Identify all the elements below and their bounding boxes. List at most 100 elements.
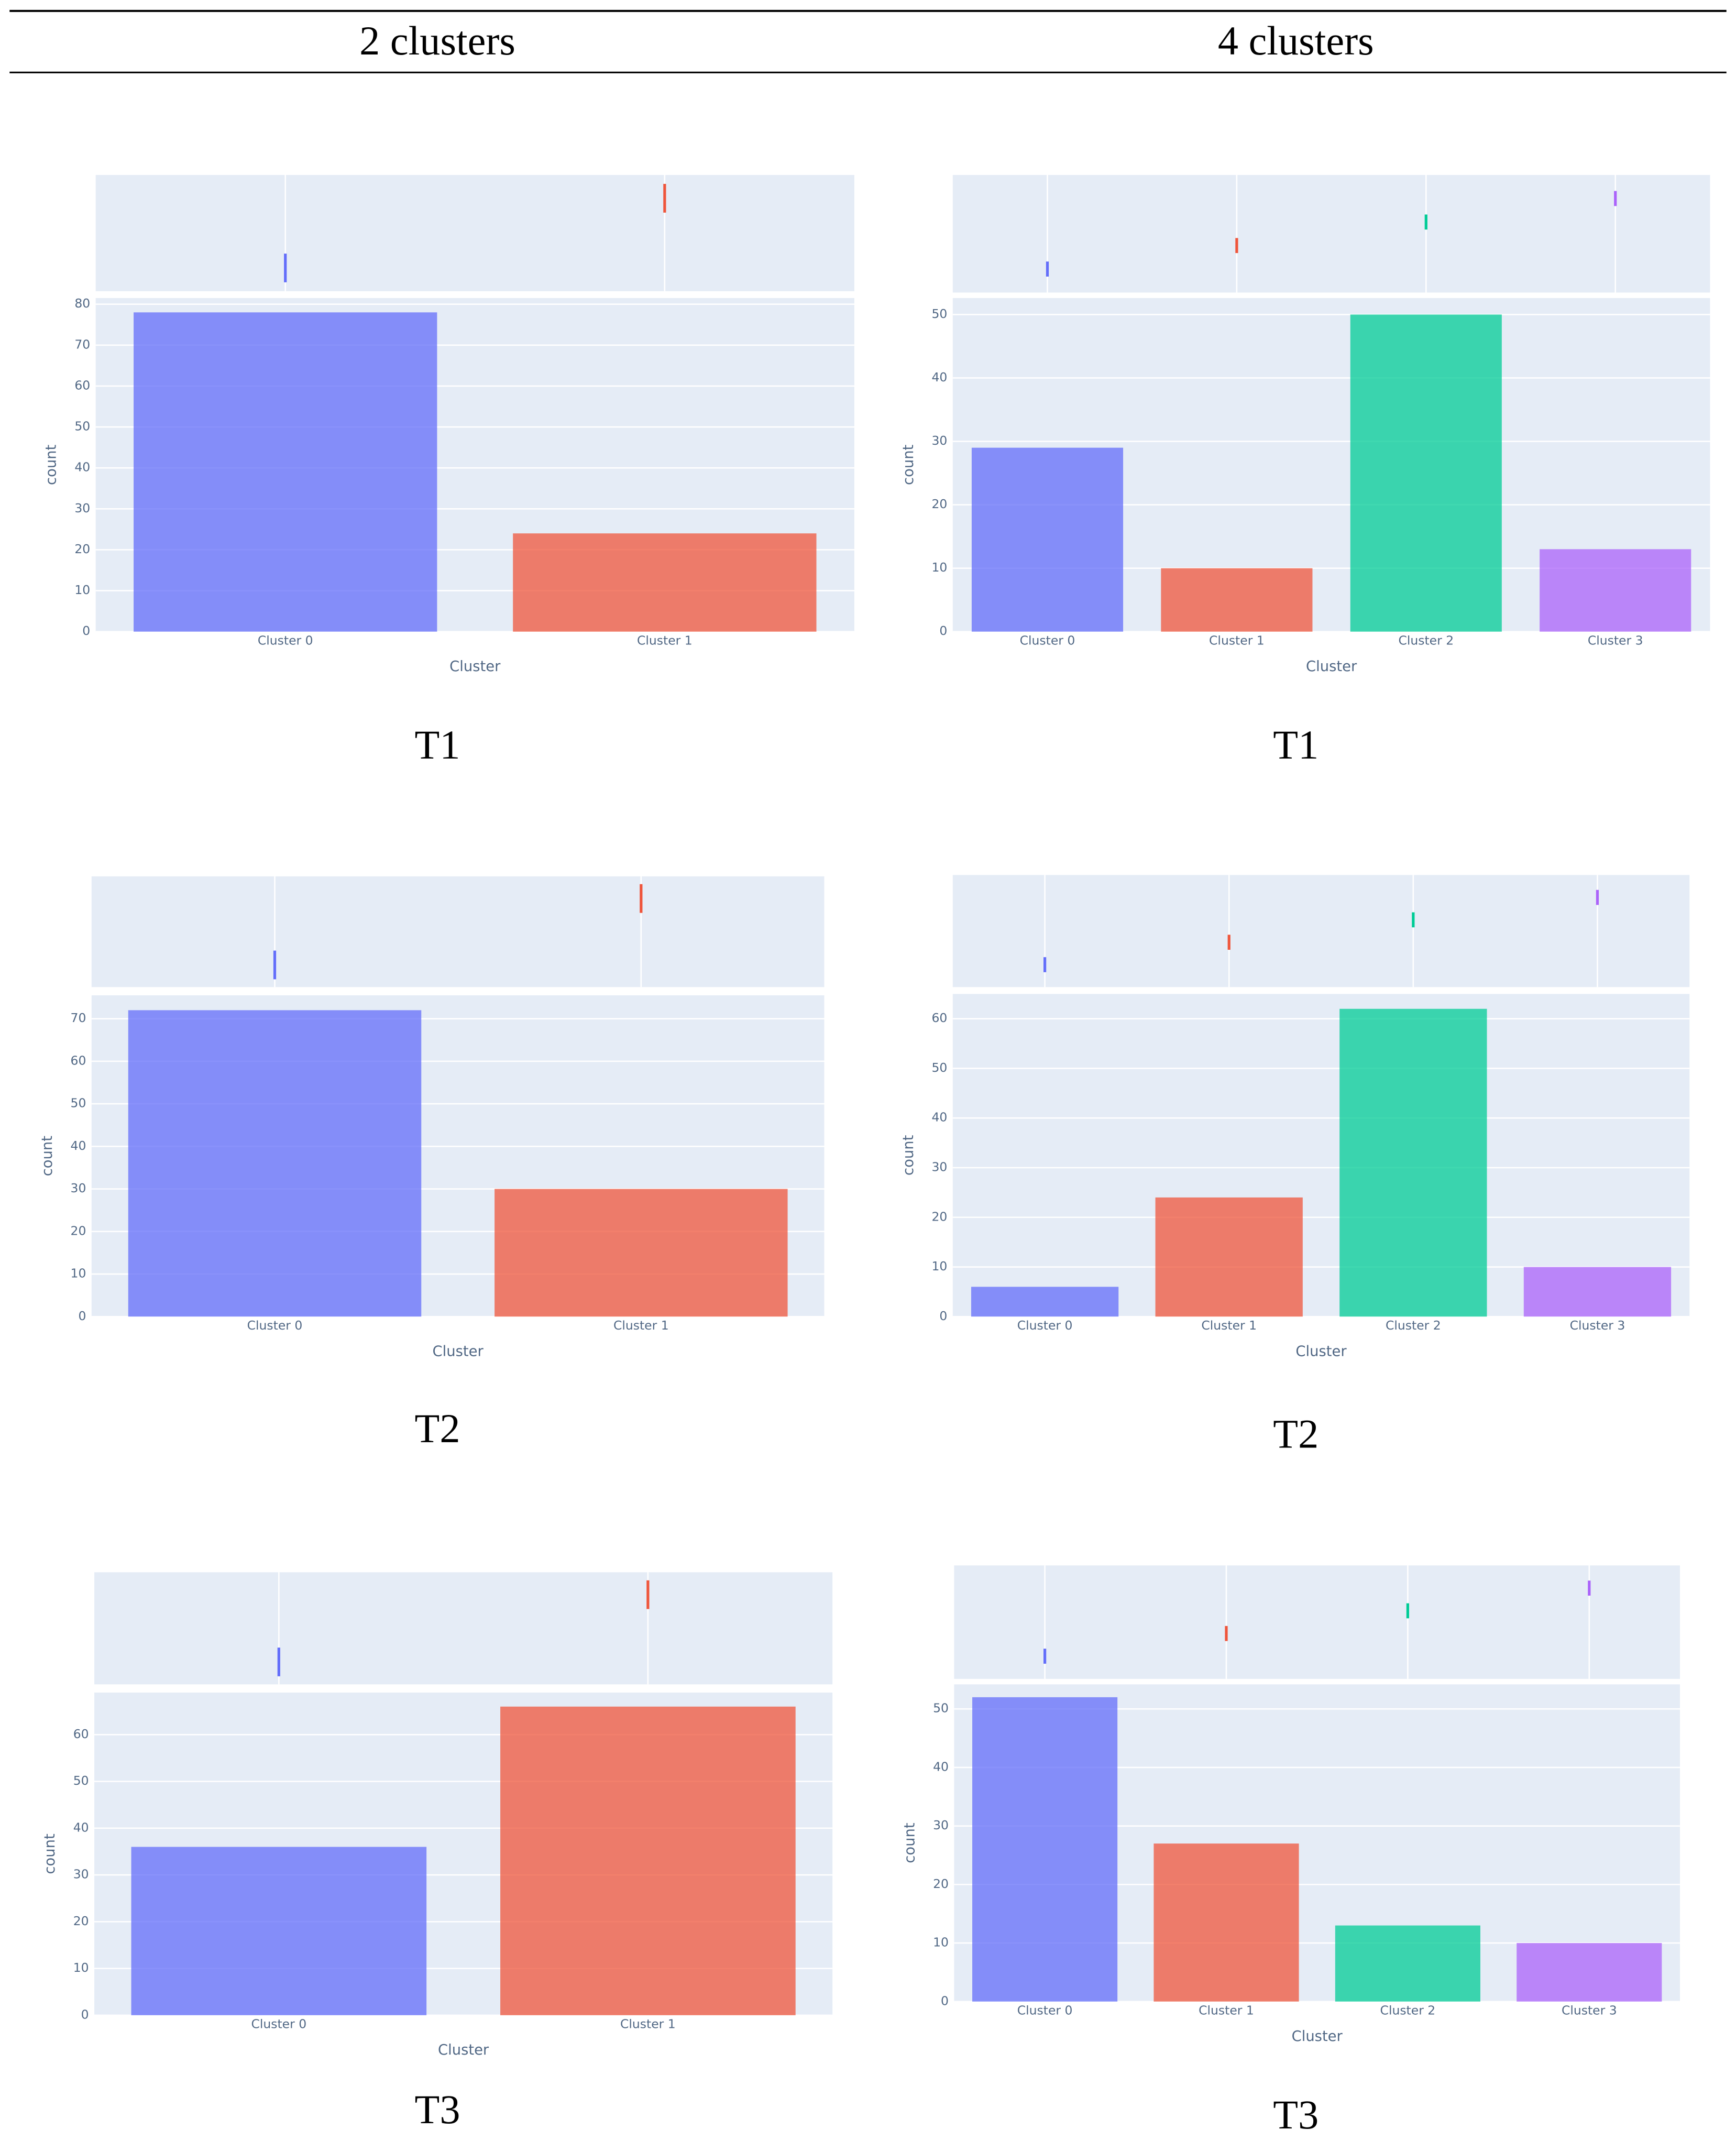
y-tick-label: 30 — [71, 1181, 86, 1195]
y-tick-label: 10 — [73, 1960, 89, 1975]
bar — [1161, 568, 1313, 632]
bar — [513, 533, 817, 632]
y-tick-label: 70 — [74, 337, 90, 352]
x-axis-title: Cluster — [1306, 658, 1357, 675]
plot-area — [952, 994, 1690, 1317]
x-axis-title: Cluster — [438, 2042, 489, 2058]
y-tick-label: 40 — [931, 1110, 947, 1125]
y-tick-label: 0 — [81, 2007, 89, 2022]
bar — [134, 312, 437, 632]
y-tick-label: 0 — [941, 1993, 949, 2008]
y-tick-label: 70 — [71, 1011, 86, 1025]
y-tick-label: 50 — [71, 1096, 86, 1111]
y-tick-label: 60 — [931, 1011, 947, 1025]
y-tick-label: 20 — [933, 1876, 949, 1891]
bar — [972, 1697, 1118, 2002]
bar — [1155, 1197, 1303, 1317]
x-tick-label: Cluster 0 — [1020, 633, 1075, 648]
y-tick-label: 40 — [71, 1138, 86, 1153]
rug-panel — [954, 1565, 1680, 1679]
y-tick-label: 0 — [939, 623, 947, 638]
x-tick-label: Cluster 1 — [620, 2017, 676, 2032]
x-tick-label: Cluster 1 — [613, 1318, 669, 1333]
x-axis-title: Cluster — [433, 1344, 484, 1360]
x-tick-label: Cluster 0 — [1017, 1318, 1073, 1333]
caption: T1 — [1273, 722, 1319, 767]
y-tick-label: 10 — [71, 1266, 86, 1281]
bar — [500, 1706, 796, 2015]
x-tick-label: Cluster 1 — [637, 633, 693, 648]
y-tick-label: 60 — [74, 378, 90, 392]
y-tick-label: 10 — [931, 1259, 947, 1273]
y-tick-label: 40 — [933, 1759, 949, 1774]
y-tick-label: 50 — [74, 419, 90, 434]
y-axis-title: count — [43, 444, 60, 485]
y-tick-label: 20 — [71, 1223, 86, 1238]
y-tick-label: 10 — [74, 583, 90, 597]
y-tick-label: 20 — [931, 497, 947, 511]
x-tick-label: Cluster 3 — [1570, 1318, 1625, 1333]
y-tick-label: 60 — [71, 1053, 86, 1068]
y-tick-label: 40 — [74, 460, 90, 475]
y-tick-label: 30 — [73, 1867, 89, 1882]
x-axis-title: Cluster — [449, 658, 501, 675]
y-tick-label: 40 — [73, 1820, 89, 1835]
y-tick-label: 50 — [931, 1060, 947, 1075]
bar — [971, 1287, 1119, 1317]
y-axis-title: count — [42, 1833, 58, 1874]
y-tick-label: 0 — [82, 623, 90, 638]
rug-panel — [91, 876, 825, 987]
y-tick-label: 50 — [931, 306, 947, 321]
y-tick-label: 60 — [73, 1727, 89, 1741]
column-header: 4 clusters — [1218, 18, 1374, 63]
x-axis-title: Cluster — [1292, 2028, 1343, 2045]
x-tick-label: Cluster 2 — [1386, 1318, 1441, 1333]
y-tick-label: 20 — [74, 542, 90, 556]
caption: T1 — [415, 722, 460, 767]
y-axis-title: count — [902, 1822, 918, 1863]
x-tick-label: Cluster 0 — [251, 2017, 306, 2032]
rug-panel — [952, 875, 1690, 987]
x-tick-label: Cluster 1 — [1199, 2003, 1254, 2018]
y-tick-label: 10 — [931, 560, 947, 575]
bar — [1523, 1267, 1672, 1317]
y-tick-label: 10 — [933, 1935, 949, 1950]
bar — [128, 1010, 422, 1317]
caption: T3 — [415, 2087, 460, 2132]
x-tick-label: Cluster 1 — [1209, 633, 1265, 648]
x-tick-label: Cluster 0 — [1017, 2003, 1073, 2018]
column-header: 2 clusters — [359, 18, 515, 63]
x-tick-label: Cluster 0 — [247, 1318, 303, 1333]
x-tick-label: Cluster 0 — [258, 633, 313, 648]
bar — [971, 447, 1124, 632]
y-axis-title: count — [900, 444, 917, 485]
rug-panel — [952, 175, 1710, 293]
bar — [1517, 1943, 1662, 2002]
x-tick-label: Cluster 3 — [1562, 2003, 1617, 2018]
bar — [1335, 1925, 1480, 2002]
y-tick-label: 50 — [73, 1773, 89, 1788]
y-tick-label: 40 — [931, 370, 947, 385]
bar — [495, 1189, 788, 1317]
x-tick-label: Cluster 3 — [1588, 633, 1643, 648]
y-tick-label: 80 — [74, 296, 90, 311]
bar — [1350, 314, 1502, 632]
x-axis-title: Cluster — [1295, 1344, 1347, 1360]
bar — [131, 1847, 427, 2015]
y-tick-label: 50 — [933, 1701, 949, 1716]
y-tick-label: 0 — [78, 1309, 86, 1323]
bar — [1540, 549, 1691, 632]
y-axis-title: count — [39, 1136, 56, 1177]
y-tick-label: 20 — [931, 1209, 947, 1224]
caption: T2 — [415, 1406, 460, 1451]
y-tick-label: 30 — [931, 1159, 947, 1174]
y-tick-label: 30 — [74, 501, 90, 515]
y-tick-label: 0 — [939, 1309, 947, 1323]
rug-panel — [95, 175, 854, 291]
rug-panel — [94, 1572, 833, 1685]
caption: T2 — [1273, 1411, 1319, 1457]
y-tick-label: 30 — [931, 433, 947, 448]
x-tick-label: Cluster 2 — [1380, 2003, 1436, 2018]
x-tick-label: Cluster 1 — [1201, 1318, 1257, 1333]
